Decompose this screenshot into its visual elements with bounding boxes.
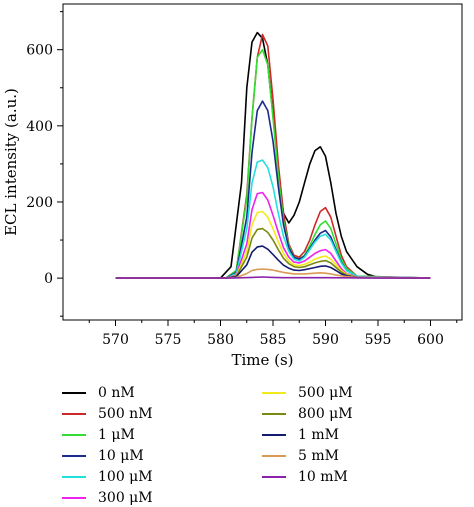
plot-frame: [62, 3, 463, 321]
legend-item: 1 mM: [262, 426, 339, 444]
chart-svg: 570 575 580 585 590 595 600 0 200 400 600 Time (s)…: [2, 3, 463, 369]
legend-item: 5 mM: [262, 447, 339, 465]
legend-item: 500 μM: [262, 384, 353, 402]
axis-ticks: 570 575 580 585 590 595 600 0 200 400 600: [26, 11, 458, 348]
legend-swatch: [262, 413, 286, 415]
series-line-0: [115, 31, 431, 279]
series-line-5: [115, 191, 431, 279]
legend-item: 10 mM: [262, 468, 348, 486]
x-tick-label: 595: [365, 332, 392, 348]
legend-label: 500 μM: [298, 385, 353, 401]
legend-swatch: [262, 476, 286, 478]
series-line-7: [115, 227, 431, 279]
legend-label: 800 μM: [298, 406, 353, 422]
series-line-9: [115, 268, 431, 279]
series-line-2: [115, 48, 431, 279]
legend-label: 1 mM: [298, 427, 339, 443]
legend-swatch: [62, 392, 86, 394]
x-tick-label: 600: [417, 332, 444, 348]
legend-swatch: [62, 455, 86, 457]
legend-label: 10 μM: [98, 448, 144, 464]
y-tick-label: 200: [26, 195, 53, 211]
series-line-8: [115, 245, 431, 279]
legend-label: 300 μM: [98, 490, 153, 506]
legend-swatch: [62, 434, 86, 436]
legend-label: 500 nM: [98, 406, 153, 422]
legend-item: 500 nM: [62, 405, 153, 423]
legend-item: 1 μM: [62, 426, 135, 444]
y-tick-label: 400: [26, 119, 53, 135]
legend-swatch: [262, 455, 286, 457]
legend-swatch: [262, 434, 286, 436]
x-tick-label: 575: [155, 332, 182, 348]
legend-swatch: [62, 413, 86, 415]
legend-item: 100 μM: [62, 468, 153, 486]
x-tick-label: 585: [260, 332, 287, 348]
legend-swatch: [62, 476, 86, 478]
legend-item: 0 nM: [62, 384, 135, 402]
x-tick-label: 590: [312, 332, 339, 348]
legend-label: 1 μM: [98, 427, 135, 443]
y-axis-label: ECL intensity (a.u.): [2, 88, 20, 236]
x-tick-label: 570: [102, 332, 129, 348]
legend-swatch: [62, 497, 86, 499]
legend-label: 0 nM: [98, 385, 135, 401]
series-line-4: [115, 159, 431, 279]
legend-swatch: [262, 392, 286, 394]
series-line-10: [115, 276, 431, 279]
plot-lines: [115, 31, 431, 279]
x-axis-label: Time (s): [231, 351, 293, 369]
y-tick-label: 600: [26, 43, 53, 59]
x-tick-label: 580: [207, 332, 234, 348]
legend-item: 300 μM: [62, 489, 153, 507]
legend-item: 10 μM: [62, 447, 144, 465]
legend-label: 5 mM: [298, 448, 339, 464]
legend-item: 800 μM: [262, 405, 353, 423]
legend-label: 100 μM: [98, 469, 153, 485]
y-tick-label: 0: [44, 271, 53, 287]
legend-label: 10 mM: [298, 469, 348, 485]
series-line-6: [115, 210, 431, 279]
